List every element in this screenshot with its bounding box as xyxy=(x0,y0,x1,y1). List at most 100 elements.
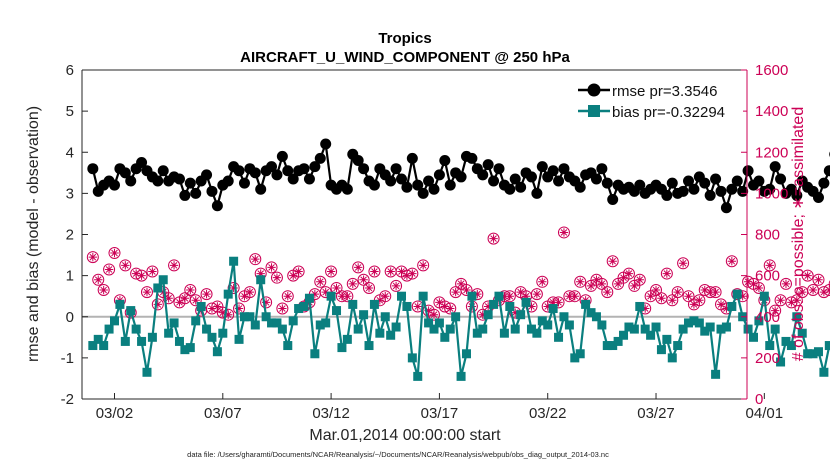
bias-point xyxy=(310,349,320,359)
obs-assimilated-marker xyxy=(711,287,720,297)
obs-possible-marker xyxy=(97,284,110,297)
bias-point xyxy=(451,312,461,322)
bias-point xyxy=(304,293,314,303)
bias-point xyxy=(586,308,596,318)
rmse-point xyxy=(157,165,169,177)
obs-assimilated-marker xyxy=(738,291,747,301)
bias-point xyxy=(516,310,526,320)
obs-assimilated-marker xyxy=(651,285,661,295)
obs-possible-marker xyxy=(650,284,663,297)
obs-assimilated-marker xyxy=(202,289,211,299)
obs-possible-marker xyxy=(557,226,570,239)
obs-possible-marker xyxy=(601,286,614,299)
bias-point xyxy=(770,324,780,334)
obs-assimilated-marker xyxy=(267,263,276,272)
obs-possible-marker xyxy=(146,265,159,278)
obs-assimilated-marker xyxy=(131,269,141,278)
rmse-point xyxy=(390,163,402,175)
obs-assimilated-marker xyxy=(397,267,406,276)
obs-assimilated-marker xyxy=(234,304,244,313)
obs-possible-marker xyxy=(281,290,294,303)
obs-assimilated-marker xyxy=(256,269,265,278)
bias-point xyxy=(337,343,347,353)
y-left-tick-label: 3 xyxy=(66,185,74,202)
rmse-point xyxy=(455,171,467,183)
bias-point xyxy=(115,299,125,309)
obs-assimilated-marker xyxy=(684,291,693,301)
rmse-point xyxy=(590,173,602,185)
obs-possible-marker xyxy=(536,275,549,288)
bias-point xyxy=(624,322,634,332)
obs-assimilated-marker xyxy=(543,302,552,311)
bias-point xyxy=(294,304,304,314)
rmse-point xyxy=(276,150,288,162)
bias-point xyxy=(359,310,369,320)
rmse-point xyxy=(249,167,261,179)
bias-point xyxy=(418,291,428,301)
bias-point xyxy=(813,347,823,357)
y-axis-left-label: rmse and bias (model - observation) xyxy=(25,106,42,362)
obs-assimilated-marker xyxy=(792,296,802,305)
obs-assimilated-marker xyxy=(408,269,417,278)
rmse-point xyxy=(726,183,738,195)
rmse-point xyxy=(488,175,500,187)
bias-point xyxy=(781,336,791,346)
obs-assimilated-marker xyxy=(678,259,688,268)
data-file-footer: data file: /Users/gharamti/Documents/NCA… xyxy=(187,450,609,459)
obs-assimilated-marker xyxy=(743,277,753,286)
y-right-tick-label: 1000 xyxy=(755,185,788,202)
obs-assimilated-marker xyxy=(500,291,509,301)
obs-assimilated-marker xyxy=(511,308,520,317)
rmse-point xyxy=(211,200,223,212)
bias-point xyxy=(711,369,721,379)
bias-point xyxy=(700,326,710,336)
rmse-point xyxy=(320,138,332,150)
bias-point xyxy=(386,330,396,340)
obs-assimilated-marker xyxy=(781,279,791,289)
obs-assimilated-marker xyxy=(700,285,709,295)
obs-assimilated-marker xyxy=(164,294,173,303)
obs-possible-marker xyxy=(103,263,116,276)
rmse-point xyxy=(87,163,99,175)
legend-box xyxy=(575,76,743,124)
rmse-point xyxy=(396,173,408,185)
rmse-point xyxy=(433,169,445,181)
y-right-tick-label: 200 xyxy=(755,350,780,367)
obs-assimilated-marker xyxy=(505,291,515,301)
obs-assimilated-marker xyxy=(446,304,455,313)
rmse-point xyxy=(688,183,700,195)
obs-assimilated-marker xyxy=(175,298,184,307)
bias-point xyxy=(635,301,645,311)
obs-assimilated-marker xyxy=(673,287,682,297)
bias-point xyxy=(424,318,434,328)
bias-point xyxy=(202,324,212,334)
obs-assimilated-marker xyxy=(624,269,634,278)
obs-possible-marker xyxy=(86,251,99,264)
obs-possible-marker xyxy=(677,257,690,270)
bias-point xyxy=(694,318,704,328)
obs-assimilated-marker xyxy=(532,289,542,299)
obs-assimilated-marker xyxy=(592,275,601,284)
obs-possible-marker xyxy=(812,273,825,286)
obs-assimilated-marker xyxy=(473,289,482,299)
bias-point xyxy=(754,316,764,326)
bias-point xyxy=(629,324,639,334)
rmse-point xyxy=(406,152,418,164)
bias-point xyxy=(196,301,206,311)
obs-possible-marker xyxy=(151,298,164,311)
rmse-point xyxy=(715,185,727,197)
rmse-point xyxy=(764,183,776,195)
bias-point xyxy=(808,349,818,359)
legend-rmse-marker xyxy=(587,83,601,97)
rmse-point xyxy=(666,177,678,189)
bias-point xyxy=(440,332,450,342)
legend-rmse-label: rmse pr=3.3546 xyxy=(612,83,717,100)
rmse-point xyxy=(173,173,185,185)
bias-point xyxy=(776,357,786,367)
obs-possible-marker xyxy=(270,271,283,284)
obs-assimilated-marker xyxy=(646,291,655,301)
bias-point xyxy=(732,289,742,299)
obs-possible-marker xyxy=(671,286,684,299)
obs-assimilated-marker xyxy=(657,294,666,303)
